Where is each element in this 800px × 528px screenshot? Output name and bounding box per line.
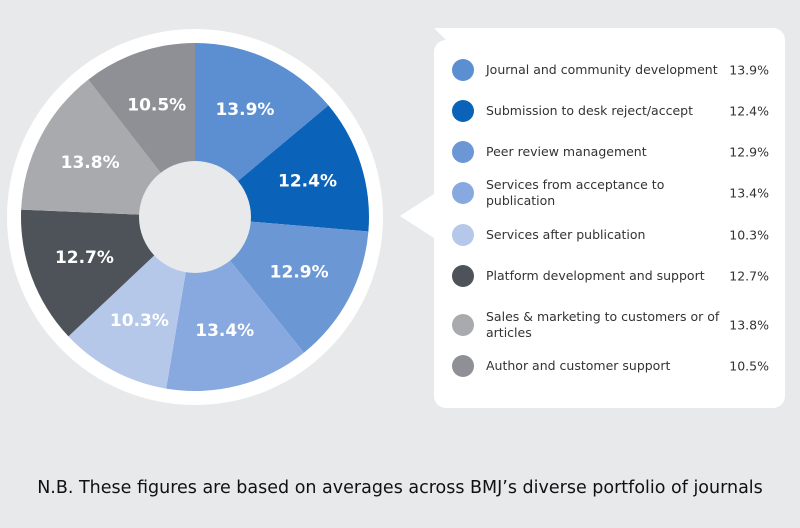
slice-label: 12.7%	[55, 248, 114, 268]
legend-box	[400, 28, 785, 408]
legend-label: Peer review management	[486, 144, 647, 159]
legend-value: 10.5%	[729, 358, 769, 374]
legend-value: 13.8%	[729, 317, 769, 333]
legend-item: Platform development and support 12.7%	[434, 262, 785, 290]
legend-item: Author and customer support 10.5%	[434, 352, 785, 380]
legend-swatch	[452, 59, 474, 81]
legend-label: Sales & marketing to customers or of art…	[486, 309, 720, 340]
legend-swatch	[452, 314, 474, 336]
legend-label: Platform development and support	[486, 268, 705, 283]
slice-label: 12.4%	[278, 171, 337, 191]
slice-label: 10.3%	[110, 311, 169, 331]
slice-label: 13.8%	[61, 153, 120, 173]
legend-value: 13.4%	[729, 185, 769, 201]
legend-swatch	[452, 100, 474, 122]
legend-swatch	[452, 141, 474, 163]
legend-swatch	[452, 355, 474, 377]
legend-label: Author and customer support	[486, 358, 671, 373]
legend-item: Sales & marketing to customers or of art…	[434, 309, 785, 340]
legend-swatch	[452, 182, 474, 204]
footnote: N.B. These figures are based on averages…	[37, 478, 763, 498]
slice-label: 12.9%	[270, 262, 329, 282]
legend-value: 12.9%	[729, 144, 769, 160]
legend-value: 12.4%	[729, 103, 769, 119]
legend-label: Journal and community development	[486, 62, 718, 77]
legend-value: 10.3%	[729, 227, 769, 243]
legend-item: Services from acceptance to publication 1…	[434, 177, 785, 208]
legend-value: 13.9%	[729, 62, 769, 78]
legend-label: Submission to desk reject/accept	[486, 103, 693, 118]
legend-label: Services from acceptance to publication	[486, 177, 665, 208]
legend-value: 12.7%	[729, 268, 769, 284]
slice-labels: 13.9% 12.4% 12.9% 13.4% 10.3% 12.7% 13.8% 10.5%	[55, 95, 337, 341]
legend-item: Journal and community development 13.9%	[434, 56, 785, 84]
slice-label: 13.9%	[215, 100, 274, 120]
legend-item: Peer review management 12.9%	[434, 138, 785, 166]
slice-label: 13.4%	[195, 321, 254, 341]
slice-label: 10.5%	[127, 95, 186, 115]
legend-swatch	[452, 265, 474, 287]
legend-item: Services after publication 10.3%	[434, 221, 785, 249]
legend-label: Services after publication	[486, 227, 646, 242]
donut-hole	[139, 161, 251, 273]
legend-swatch	[452, 224, 474, 246]
legend-item: Submission to desk reject/accept 12.4%	[434, 97, 785, 125]
legend: Journal and community development 13.9% Su…	[434, 28, 785, 408]
